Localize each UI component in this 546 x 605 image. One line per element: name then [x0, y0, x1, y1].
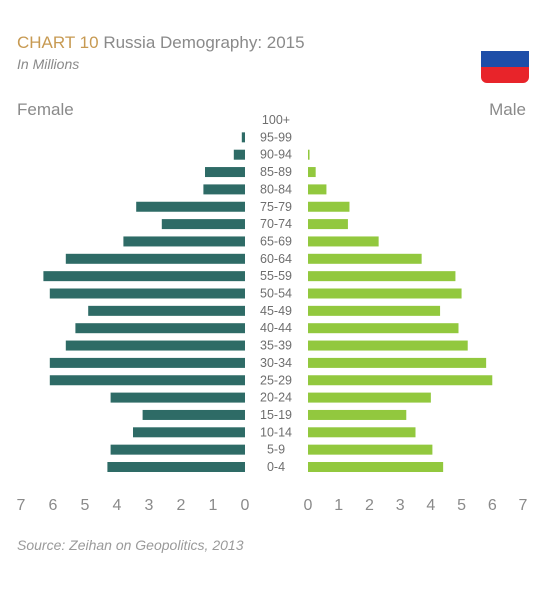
male-bar: [308, 323, 459, 334]
male-label: Male: [489, 100, 526, 119]
female-bar: [203, 184, 245, 195]
male-bar: [308, 184, 327, 195]
male-axis-tick-label: 2: [365, 497, 374, 514]
male-bar: [308, 305, 441, 316]
age-group-label: 50-54: [260, 287, 292, 301]
female-bar: [241, 132, 245, 143]
female-bar: [205, 167, 245, 178]
female-axis-tick-label: 2: [177, 497, 186, 514]
male-axis-tick-label: 5: [457, 497, 466, 514]
female-bar: [88, 305, 245, 316]
male-axis-tick-label: 4: [426, 497, 435, 514]
male-axis-tick-label: 1: [334, 497, 343, 514]
age-group-label: 20-24: [260, 391, 292, 405]
male-bar: [308, 427, 416, 438]
female-bar: [107, 462, 246, 472]
chart-title-text: Russia Demography: 2015: [103, 33, 305, 52]
male-bar: [308, 219, 348, 230]
age-group-label: 75-79: [260, 200, 292, 214]
female-axis-tick-label: 1: [209, 497, 218, 514]
male-bar: [308, 340, 468, 351]
male-bar: [308, 288, 462, 299]
source-note: Source: Zeihan on Geopolitics, 2013: [17, 537, 244, 553]
female-bar: [142, 409, 245, 420]
male-bar: [308, 375, 493, 386]
age-group-label: 35-39: [260, 339, 292, 353]
female-bar: [65, 340, 245, 351]
flag-stripe-blue: [481, 51, 529, 67]
male-bar: [308, 392, 431, 403]
flag-stripe-white: [481, 35, 529, 51]
age-group-label: 80-84: [260, 182, 292, 196]
population-pyramid-chart: 100+ 95-99 90-94 85-89 80-84 75-79 70-74 65-69 6…: [17, 113, 528, 514]
age-group-label: 65-69: [260, 234, 292, 248]
female-bar: [161, 219, 245, 230]
age-group-label: 90-94: [260, 148, 292, 162]
male-axis-tick-label: 6: [488, 497, 497, 514]
male-axis-tick-label: 3: [396, 497, 405, 514]
male-bar: [308, 201, 350, 212]
age-group-label: 30-34: [260, 356, 292, 370]
female-bar: [136, 201, 245, 212]
female-bar: [43, 271, 246, 282]
age-group-label: 95-99: [260, 130, 292, 144]
age-group-label: 15-19: [260, 408, 292, 422]
female-label: Female: [17, 100, 74, 119]
female-bar: [75, 323, 246, 334]
male-axis-tick-label: 0: [304, 497, 313, 514]
female-axis-tick-label: 7: [17, 497, 26, 514]
male-bar: [308, 357, 487, 368]
chart-subtitle: In Millions: [17, 56, 80, 72]
female-bar: [65, 253, 245, 264]
female-bar: [233, 149, 245, 160]
age-group-label: 10-14: [260, 425, 292, 439]
flag-stripe-red: [481, 67, 529, 83]
age-group-label: 0-4: [267, 460, 285, 474]
female-bar: [49, 288, 245, 299]
female-axis-tick-label: 6: [49, 497, 58, 514]
male-bar: [308, 271, 456, 282]
female-bar: [49, 357, 245, 368]
age-group-label: 55-59: [260, 269, 292, 283]
age-group-label: 25-29: [260, 373, 292, 387]
female-bar: [110, 392, 245, 403]
male-bar: [308, 167, 316, 178]
age-group-label: 5-9: [267, 443, 285, 457]
female-axis-tick-label: 5: [81, 497, 90, 514]
russia-flag-icon: [481, 35, 529, 83]
age-group-label: 70-74: [260, 217, 292, 231]
female-bar: [123, 236, 245, 247]
female-axis-tick-label: 0: [241, 497, 250, 514]
female-axis-tick-label: 4: [113, 497, 122, 514]
male-bar: [308, 409, 407, 420]
male-axis-tick-label: 7: [519, 497, 528, 514]
male-bar: [308, 462, 444, 472]
male-bar: [308, 253, 422, 264]
age-group-label: 85-89: [260, 165, 292, 179]
age-group-label: 60-64: [260, 252, 292, 266]
male-bar: [308, 444, 433, 455]
female-bar: [133, 427, 245, 438]
male-bar: [308, 236, 379, 247]
age-group-label: 45-49: [260, 304, 292, 318]
chart-number: CHART 10: [17, 33, 99, 52]
chart-title: CHART 10 Russia Demography: 2015: [17, 33, 305, 53]
age-group-label: 100+: [262, 113, 290, 127]
female-bar: [110, 444, 245, 455]
female-bar: [49, 375, 245, 386]
male-bar: [308, 149, 310, 160]
age-group-label: 40-44: [260, 321, 292, 335]
female-axis-tick-label: 3: [145, 497, 154, 514]
